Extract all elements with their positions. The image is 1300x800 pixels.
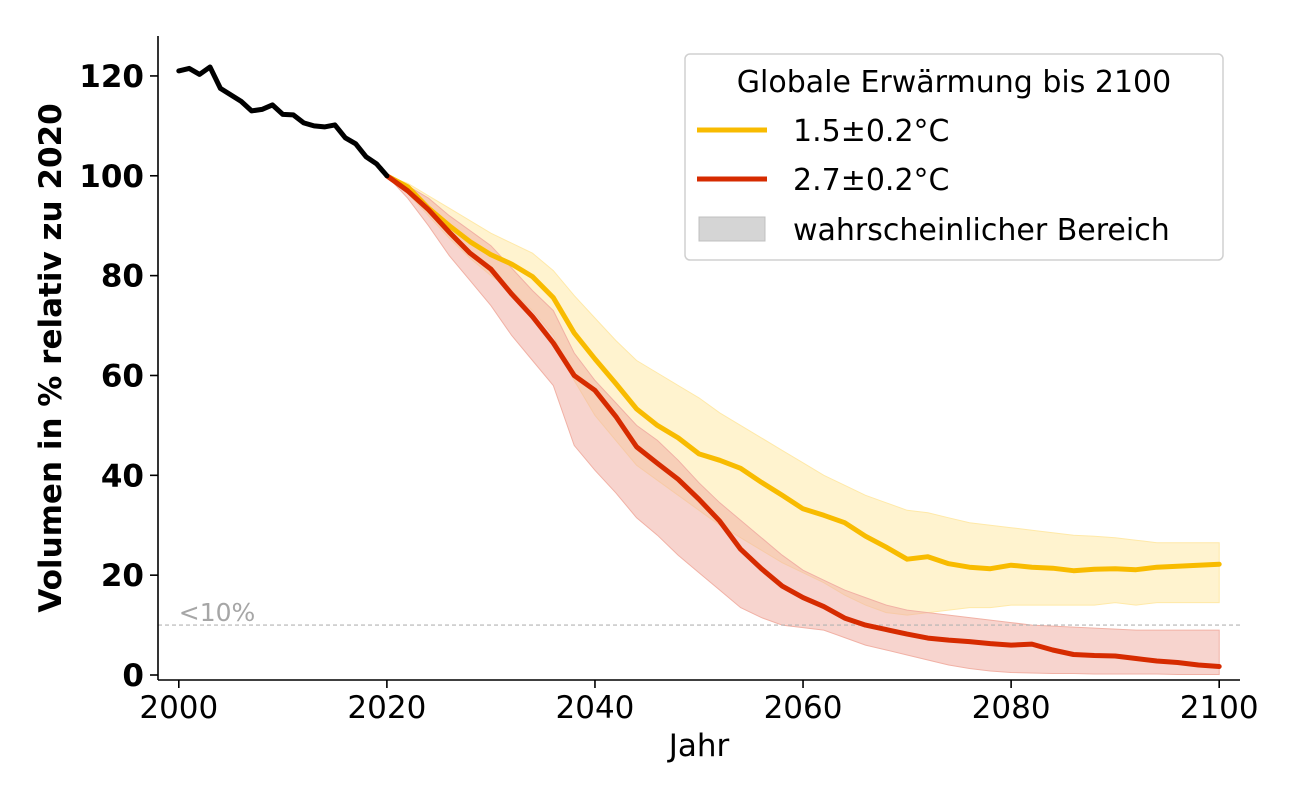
- series-line-1-5: [384, 173, 1222, 574]
- y-axis: 0 20 40 60 80 100 120: [79, 36, 159, 694]
- legend-label-range: wahrscheinlicher Bereich: [793, 213, 1170, 248]
- legend-label-1-5: 1.5±0.2°C: [793, 114, 950, 149]
- x-tick-label: 2020: [347, 690, 426, 726]
- historical-line: [176, 64, 390, 179]
- x-tick-label: 2080: [972, 690, 1051, 726]
- y-tick-label: 120: [79, 59, 144, 95]
- legend-swatch-range: [698, 216, 766, 242]
- x-tick-label: 2100: [1180, 690, 1259, 726]
- threshold-label: <10%: [179, 598, 256, 627]
- y-tick-label: 0: [122, 658, 144, 694]
- y-tick-label: 40: [101, 458, 144, 494]
- y-tick-label: 20: [101, 558, 144, 594]
- y-tick-label: 100: [79, 159, 144, 195]
- y-tick-label: 80: [101, 259, 144, 295]
- y-axis-title: Volumen in % relativ zu 2020: [33, 103, 69, 612]
- legend-frame: [684, 53, 1224, 261]
- x-tick-label: 2060: [764, 690, 843, 726]
- y-tick-label: 60: [101, 358, 144, 394]
- legend-title: Globale Erwärmung bis 2100: [737, 65, 1171, 100]
- x-tick-label: 2040: [556, 690, 635, 726]
- series-line-2-7: [384, 173, 1222, 669]
- x-axis-title: Jahr: [667, 728, 730, 764]
- series-lines: [176, 64, 1222, 669]
- range-band-2-7: [386, 175, 1220, 675]
- legend: Globale Erwärmung bis 2100 1.5±0.2°C 2.7…: [684, 53, 1224, 261]
- legend-label-2-7: 2.7±0.2°C: [793, 163, 950, 198]
- x-tick-label: 2000: [139, 690, 218, 726]
- x-axis: 2000 2020 2040 2060 2080 2100: [139, 679, 1259, 726]
